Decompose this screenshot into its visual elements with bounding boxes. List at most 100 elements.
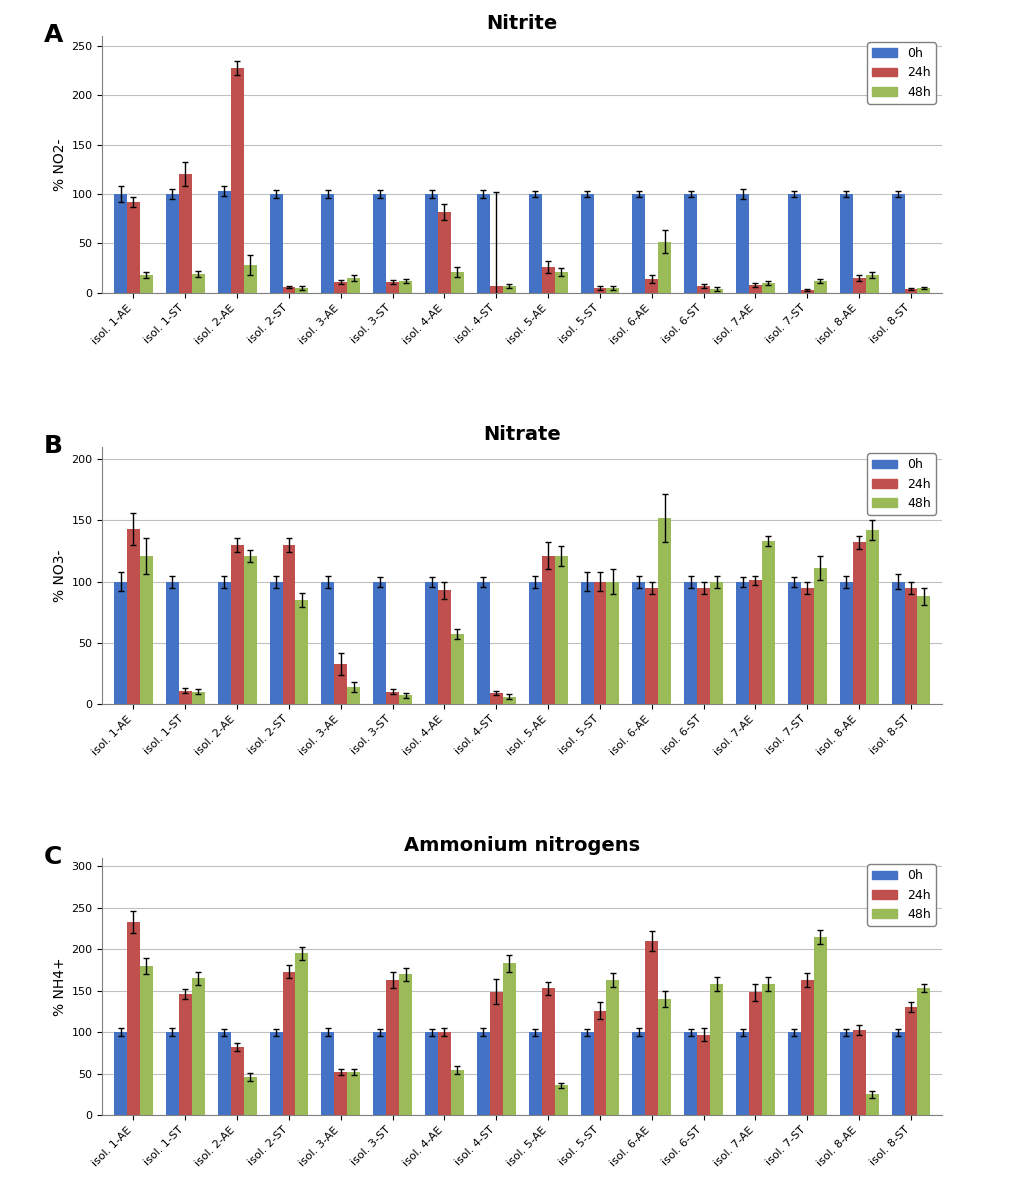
- Bar: [335, 663, 347, 704]
- Bar: [438, 590, 451, 704]
- Bar: [218, 191, 230, 293]
- Bar: [736, 194, 749, 293]
- Bar: [528, 582, 542, 704]
- Bar: [904, 289, 918, 293]
- Bar: [633, 194, 645, 293]
- Bar: [179, 691, 191, 704]
- Bar: [489, 693, 503, 704]
- Bar: [710, 289, 723, 293]
- Bar: [749, 580, 762, 704]
- Y-axis label: % NH4+: % NH4+: [53, 957, 68, 1016]
- Bar: [555, 1085, 567, 1115]
- Bar: [801, 980, 814, 1115]
- Bar: [283, 971, 296, 1115]
- Bar: [451, 1071, 464, 1115]
- Legend: 0h, 24h, 48h: 0h, 24h, 48h: [867, 42, 936, 104]
- Bar: [814, 568, 826, 704]
- Bar: [127, 529, 140, 704]
- Bar: [606, 582, 620, 704]
- Bar: [127, 922, 140, 1115]
- Bar: [710, 984, 723, 1115]
- Bar: [283, 287, 296, 293]
- Legend: 0h, 24h, 48h: 0h, 24h, 48h: [867, 453, 936, 514]
- Bar: [179, 174, 191, 293]
- Title: Ammonium nitrogens: Ammonium nitrogens: [404, 836, 640, 855]
- Bar: [814, 936, 826, 1115]
- Bar: [918, 988, 931, 1115]
- Text: A: A: [44, 23, 63, 47]
- Bar: [684, 582, 697, 704]
- Bar: [503, 287, 516, 293]
- Bar: [865, 530, 879, 704]
- Bar: [658, 518, 672, 704]
- Bar: [892, 1032, 904, 1115]
- Bar: [399, 974, 412, 1115]
- Bar: [218, 582, 230, 704]
- Text: C: C: [44, 845, 62, 869]
- Bar: [166, 194, 179, 293]
- Bar: [865, 1095, 879, 1115]
- Bar: [166, 1032, 179, 1115]
- Bar: [749, 993, 762, 1115]
- Bar: [335, 282, 347, 293]
- Bar: [840, 582, 853, 704]
- Bar: [244, 265, 257, 293]
- Bar: [645, 941, 658, 1115]
- Bar: [853, 542, 865, 704]
- Bar: [840, 1032, 853, 1115]
- Title: Nitrite: Nitrite: [486, 14, 558, 34]
- Bar: [335, 1072, 347, 1115]
- Bar: [542, 556, 555, 704]
- Bar: [658, 999, 672, 1115]
- Bar: [787, 1032, 801, 1115]
- Bar: [283, 544, 296, 704]
- Bar: [787, 582, 801, 704]
- Bar: [451, 634, 464, 704]
- Bar: [594, 582, 606, 704]
- Bar: [179, 994, 191, 1115]
- Bar: [322, 582, 335, 704]
- Bar: [373, 194, 386, 293]
- Bar: [166, 582, 179, 704]
- Bar: [814, 281, 826, 293]
- Bar: [373, 1032, 386, 1115]
- Bar: [347, 1072, 360, 1115]
- Bar: [477, 1032, 489, 1115]
- Bar: [386, 282, 399, 293]
- Bar: [528, 194, 542, 293]
- Bar: [581, 1032, 594, 1115]
- Bar: [749, 285, 762, 293]
- Bar: [347, 278, 360, 293]
- Bar: [191, 978, 205, 1115]
- Bar: [606, 288, 620, 293]
- Bar: [697, 588, 710, 704]
- Bar: [218, 1032, 230, 1115]
- Bar: [840, 194, 853, 293]
- Bar: [710, 582, 723, 704]
- Bar: [918, 596, 931, 704]
- Bar: [373, 582, 386, 704]
- Bar: [555, 272, 567, 293]
- Bar: [489, 992, 503, 1115]
- Bar: [140, 275, 153, 293]
- Bar: [762, 283, 775, 293]
- Bar: [477, 582, 489, 704]
- Bar: [762, 541, 775, 704]
- Bar: [399, 281, 412, 293]
- Bar: [865, 275, 879, 293]
- Bar: [386, 980, 399, 1115]
- Bar: [451, 272, 464, 293]
- Bar: [489, 287, 503, 293]
- Bar: [322, 194, 335, 293]
- Bar: [386, 692, 399, 704]
- Bar: [581, 194, 594, 293]
- Bar: [296, 600, 308, 704]
- Bar: [438, 212, 451, 293]
- Y-axis label: % NO2-: % NO2-: [53, 138, 68, 191]
- Bar: [787, 194, 801, 293]
- Bar: [633, 582, 645, 704]
- Y-axis label: % NO3-: % NO3-: [53, 549, 68, 602]
- Bar: [322, 1032, 335, 1115]
- Bar: [114, 1032, 127, 1115]
- Bar: [230, 544, 244, 704]
